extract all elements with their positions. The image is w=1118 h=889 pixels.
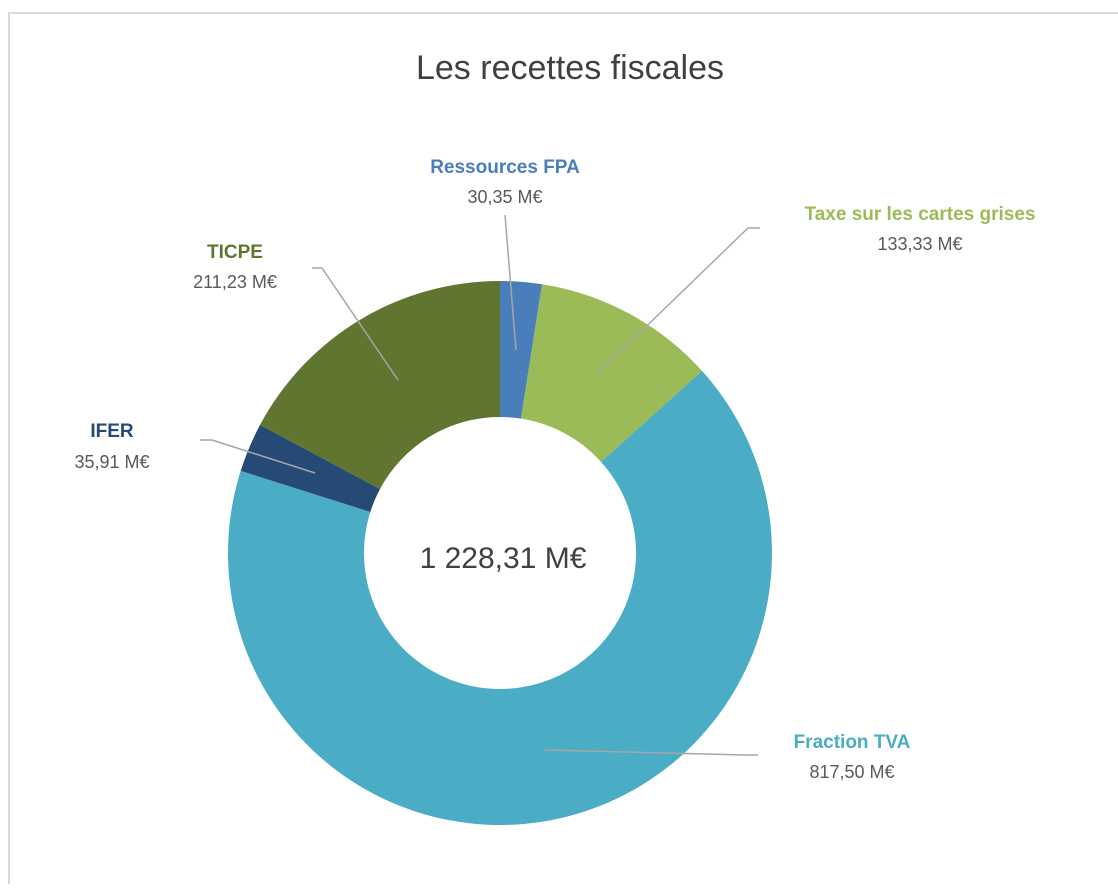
donut-segment (227, 370, 772, 825)
donut (227, 281, 772, 825)
donut-segment (260, 281, 500, 489)
chart-title: Les recettes fiscales (416, 49, 724, 87)
leader-line (544, 749, 758, 756)
segment-name: IFER (90, 421, 134, 442)
leader-line (597, 227, 760, 374)
segment-name: Taxe sur les cartes grises (805, 204, 1036, 225)
segment-value: 817,50 M€ (809, 762, 894, 782)
segment-name: Ressources FPA (430, 157, 580, 178)
segment-value: 30,35 M€ (467, 187, 542, 207)
donut-segment (521, 284, 703, 462)
leader-lines (200, 214, 760, 756)
segment-name: Fraction TVA (794, 732, 911, 753)
segment-value: 35,91 M€ (74, 452, 149, 472)
segment-value: 211,23 M€ (193, 272, 277, 292)
donut-segment (500, 281, 543, 419)
leader-line (312, 267, 399, 381)
center-label: 1 228,31 M€ (420, 542, 587, 575)
leader-line (200, 439, 316, 474)
segment-value: 133,33 M€ (877, 234, 962, 254)
segment-name: TICPE (207, 242, 263, 263)
donut-segment (240, 424, 381, 512)
leader-line (504, 214, 517, 351)
